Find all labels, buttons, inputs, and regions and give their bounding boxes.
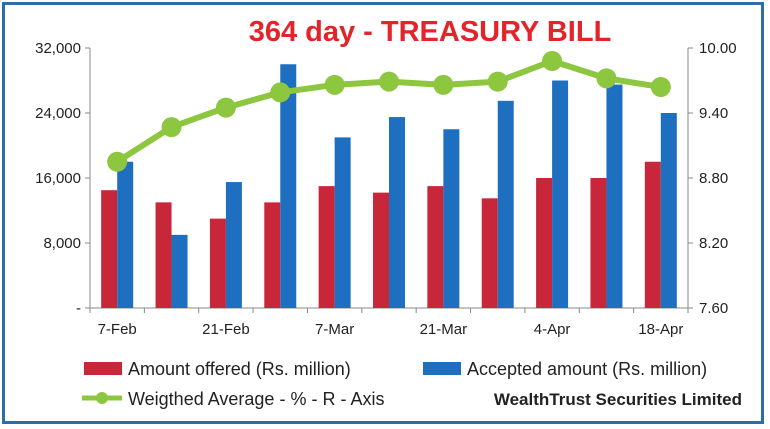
- bar-amount-offered: [481, 198, 498, 308]
- bar-amount-offered: [590, 178, 607, 308]
- y-left-tick-label: 24,000: [35, 105, 81, 122]
- weighted-average-point: [542, 51, 563, 71]
- legend-label-accepted: Accepted amount (Rs. million): [467, 359, 707, 379]
- bar-accepted-amount: [280, 64, 297, 308]
- bar-accepted-amount: [606, 84, 623, 308]
- plot-area: - 8,000 16,000 24,000 32,000 7.60 8.20 8.80 9.40…: [35, 40, 736, 338]
- weighted-average-point: [433, 74, 454, 95]
- bar-amount-offered: [101, 190, 118, 308]
- bar-amount-offered: [155, 202, 172, 308]
- bar-accepted-amount: [225, 182, 242, 308]
- x-tick-label: 18-Apr: [638, 321, 683, 338]
- bar-accepted-amount: [117, 161, 134, 308]
- x-tick-label: 7-Feb: [98, 321, 137, 338]
- bar-amount-offered: [427, 186, 444, 308]
- bar-amount-offered: [644, 161, 661, 308]
- legend-marker-weighted: [96, 392, 108, 404]
- y-right-tick-label: 7.60: [699, 300, 728, 317]
- bar-amount-offered: [264, 202, 281, 308]
- legend: Amount offered (Rs. million) Accepted am…: [82, 359, 742, 409]
- legend-swatch-offered: [84, 362, 122, 375]
- bar-accepted-amount: [497, 100, 514, 308]
- bar-accepted-amount: [552, 80, 569, 308]
- chart-title: 364 day - TREASURY BILL: [249, 16, 612, 48]
- weighted-average-point: [379, 71, 399, 92]
- bar-accepted-amount: [334, 137, 351, 308]
- weighted-average-point: [270, 82, 291, 103]
- weighted-average-point: [107, 151, 128, 172]
- bar-accepted-amount: [389, 117, 405, 308]
- weighted-average-point: [215, 97, 236, 118]
- y-right-tick-label: 8.80: [699, 170, 728, 187]
- x-tick-label: 21-Mar: [420, 321, 468, 338]
- y-right-tick-label: 10.00: [699, 40, 737, 57]
- y-left-tick-label: 32,000: [35, 40, 81, 57]
- weighted-average-point: [650, 77, 671, 97]
- legend-swatch-accepted: [423, 362, 461, 375]
- weighted-average-point: [324, 74, 345, 95]
- y-right-tick-label: 8.20: [699, 235, 728, 252]
- weighted-average-point: [596, 68, 617, 89]
- weighted-average-point: [487, 71, 508, 92]
- bar-amount-offered: [209, 218, 226, 308]
- x-tick-label: 4-Apr: [534, 321, 571, 338]
- y-left-tick-label: -: [76, 300, 81, 317]
- legend-label-offered: Amount offered (Rs. million): [128, 359, 351, 379]
- y-left-tick-label: 16,000: [35, 170, 81, 187]
- x-tick-label: 7-Mar: [315, 321, 354, 338]
- bar-accepted-amount: [171, 234, 188, 308]
- bar-accepted-amount: [660, 113, 677, 308]
- weighted-average-point: [161, 117, 182, 138]
- bar-amount-offered: [373, 192, 389, 308]
- bar-amount-offered: [318, 186, 335, 308]
- credit-text: WealthTrust Securities Limited: [494, 390, 742, 409]
- bar-amount-offered: [536, 178, 553, 308]
- y-right-tick-label: 9.40: [699, 105, 728, 122]
- bar-accepted-amount: [443, 129, 460, 308]
- y-left-tick-label: 8,000: [43, 235, 81, 252]
- x-tick-label: 21-Feb: [202, 321, 250, 338]
- legend-label-weighted: Weigthed Average - % - R - Axis: [128, 389, 384, 409]
